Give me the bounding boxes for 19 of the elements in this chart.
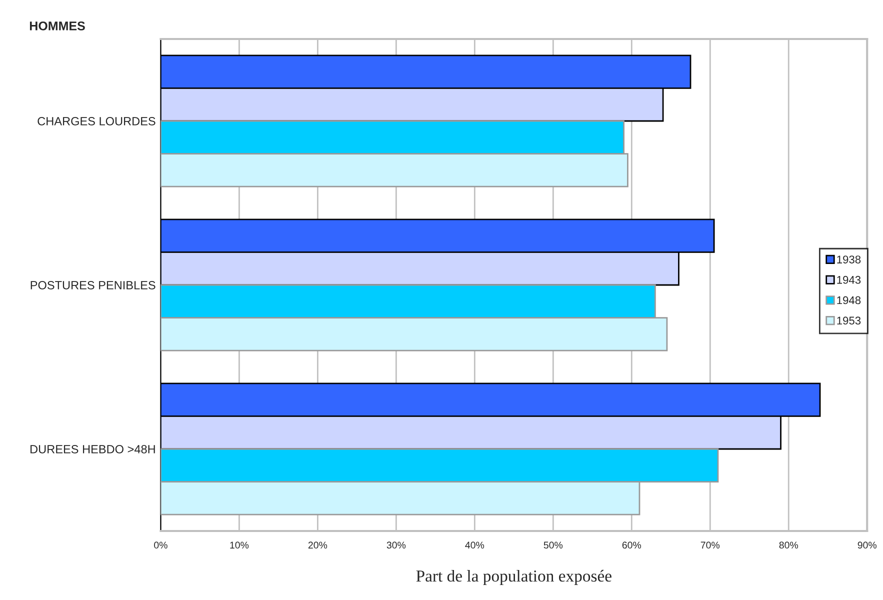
- x-tick-label: 0%: [154, 542, 168, 549]
- legend-label: 1948: [837, 296, 861, 304]
- x-tick-label: 10%: [230, 542, 249, 549]
- legend-label: 1943: [837, 276, 861, 284]
- legend-label: 1938: [837, 256, 861, 264]
- y-tick-label: DUREES HEBDO >48H: [30, 445, 155, 454]
- y-tick-label: CHARGES LOURDES: [38, 117, 156, 126]
- y-tick-label: POSTURES PENIBLES: [30, 281, 156, 290]
- x-tick-label: 30%: [386, 542, 406, 549]
- x-tick-label: 60%: [622, 542, 642, 549]
- x-tick-label: 40%: [465, 542, 484, 549]
- x-tick-label: 50%: [544, 542, 563, 549]
- x-tick-label: 80%: [779, 542, 798, 549]
- x-tick-label: 20%: [308, 542, 328, 549]
- x-tick-label: 90%: [858, 542, 876, 549]
- legend-label: 1953: [837, 316, 861, 325]
- text: HOMMES: [30, 22, 85, 30]
- x-tick-label: 70%: [700, 542, 720, 549]
- x-axis-title: Part de la population exposée: [416, 570, 612, 586]
